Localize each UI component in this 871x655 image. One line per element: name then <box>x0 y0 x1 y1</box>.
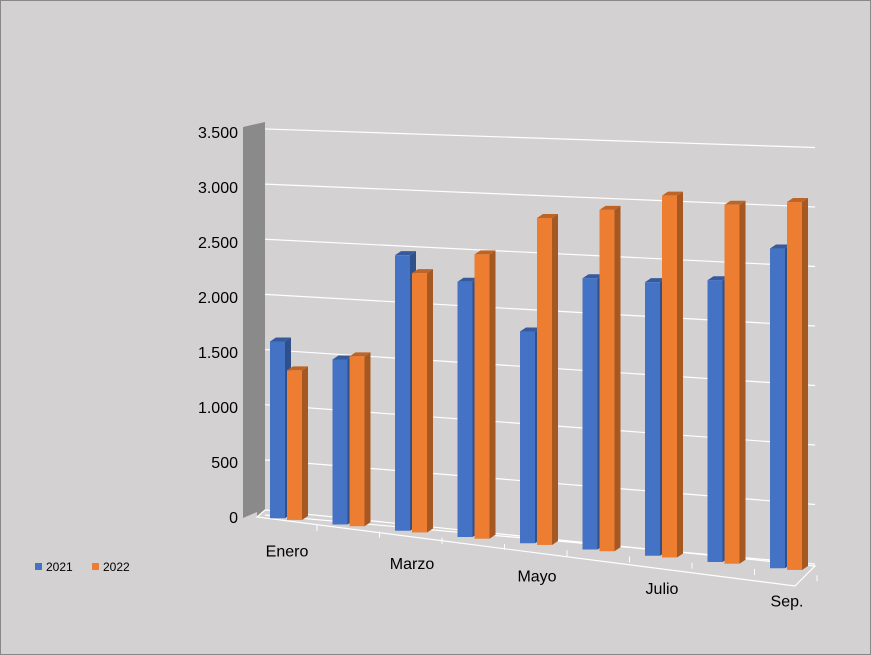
bar <box>787 202 802 570</box>
bar-side <box>677 191 683 558</box>
y-tick-label: 3.500 <box>198 125 238 142</box>
bar-top <box>474 250 496 255</box>
x-tick-label: Mayo <box>517 568 556 585</box>
side-wall <box>243 122 265 518</box>
bar <box>520 331 535 544</box>
bar <box>412 273 427 533</box>
labels: 0 500 1.000 1.500 2.000 2.500 3.000 3.500 Enero M… <box>35 125 818 610</box>
bar-top <box>332 355 354 360</box>
bar-top <box>582 274 604 279</box>
x-tick-label: Enero <box>266 543 309 560</box>
bar-top <box>520 327 541 332</box>
bar <box>537 217 552 545</box>
bar-side <box>739 200 746 564</box>
bar <box>349 356 365 527</box>
legend-label: 2021 <box>46 560 73 574</box>
grid-line <box>264 183 816 208</box>
bar-side <box>427 269 433 533</box>
bar-side <box>302 366 308 520</box>
bar-top <box>457 277 479 282</box>
bar <box>662 195 677 558</box>
bar <box>582 278 598 550</box>
bar <box>707 280 723 562</box>
bar-side <box>802 198 808 570</box>
bar <box>457 281 473 537</box>
x-tick-label: Julio <box>646 581 679 598</box>
bar-side <box>614 205 621 552</box>
bar <box>599 209 615 552</box>
x-tick-label: Sep. <box>771 593 804 610</box>
bar-side <box>364 352 371 527</box>
legend-swatch <box>35 563 42 570</box>
bars <box>270 191 808 570</box>
bar <box>287 370 302 520</box>
y-tick-label: 2.000 <box>198 290 238 307</box>
bar <box>474 254 490 539</box>
bar-top <box>270 337 291 342</box>
floor <box>255 509 817 587</box>
bar-side <box>552 213 558 545</box>
bar-top <box>395 251 416 256</box>
x-tick-label: Marzo <box>390 556 435 573</box>
y-tick-label: 1.000 <box>198 400 238 417</box>
bar <box>770 248 785 569</box>
y-tick-label: 2.500 <box>198 235 238 252</box>
bar <box>645 282 660 556</box>
y-tick-label: 1.500 <box>198 345 238 362</box>
bar-top <box>724 200 746 205</box>
bar-top <box>662 191 683 196</box>
bar-top <box>787 198 808 203</box>
y-tick-label: 0 <box>229 510 238 527</box>
bar-top <box>537 213 558 218</box>
legend-swatch <box>92 563 99 570</box>
bar-top <box>412 269 433 274</box>
grid-line <box>264 128 816 149</box>
y-tick-label: 500 <box>211 455 238 472</box>
bar-top <box>770 244 791 249</box>
bar <box>270 341 285 519</box>
bar-side <box>489 250 496 539</box>
bar <box>724 204 740 564</box>
bar-top <box>349 352 371 357</box>
bar <box>332 359 348 525</box>
legend-label: 2022 <box>103 560 130 574</box>
bar-top <box>599 205 621 210</box>
y-tick-label: 3.000 <box>198 180 238 197</box>
bar-top <box>645 278 666 283</box>
bar-top <box>287 366 308 371</box>
bar <box>395 255 410 531</box>
bar-top <box>707 276 729 281</box>
